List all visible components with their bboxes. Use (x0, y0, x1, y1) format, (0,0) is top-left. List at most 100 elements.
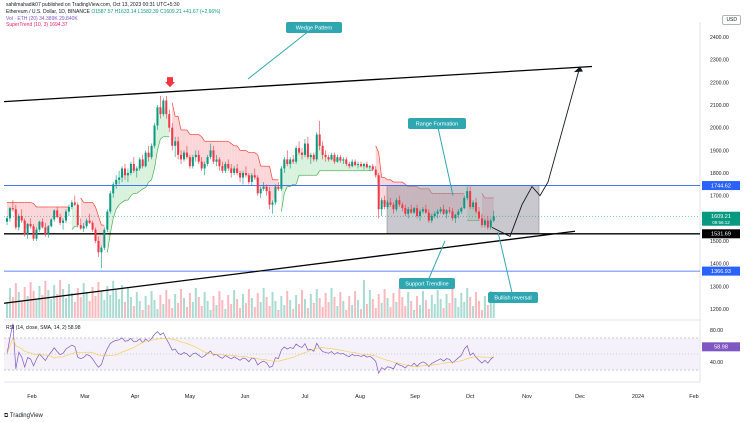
range-formation-callout-pointer (436, 122, 454, 196)
candle-body (8, 208, 11, 219)
supertrend-fill (7, 202, 10, 221)
candle-body (386, 202, 389, 207)
currency-badge[interactable]: USD (722, 15, 741, 25)
candle-body (351, 161, 354, 167)
volume-bar (401, 297, 404, 318)
candle-body (150, 145, 153, 158)
candle-body (67, 206, 70, 212)
supertrend-line (201, 136, 205, 142)
volume-bar (354, 291, 357, 318)
candle-body (448, 210, 451, 212)
candle-body (342, 159, 345, 161)
volume-bar (23, 287, 26, 318)
supertrend-fill (222, 141, 226, 169)
supertrend-fill (381, 177, 385, 205)
supertrend-fill (63, 206, 66, 222)
supertrend-fill (184, 129, 187, 157)
candle-body (112, 184, 115, 194)
candle-body (451, 211, 454, 219)
supertrend-line (112, 209, 117, 219)
candle-body (289, 159, 292, 164)
supertrend-line (33, 203, 37, 208)
candle-body (65, 211, 67, 221)
symbol-line: Ethereum / U.S. Dollar, 1D, BINANCE O158… (6, 9, 220, 16)
supertrend-fill (299, 150, 302, 176)
time-tick-label: Mar (80, 394, 90, 400)
supertrend-fill (361, 165, 364, 171)
time-tick-label: Aug (355, 394, 365, 400)
candle-body (339, 157, 342, 161)
volume-bar (445, 294, 448, 318)
supertrend-line (130, 193, 135, 196)
volume-bar (91, 287, 94, 318)
candle-body (395, 200, 398, 210)
candle-body (401, 204, 404, 209)
candle-body (330, 154, 333, 160)
rsi-value-label: 58.98 (714, 345, 728, 351)
volume-bar (100, 291, 103, 318)
volume-bar (124, 302, 126, 318)
volume-bar (147, 305, 150, 318)
candle-body (162, 100, 165, 115)
candle-body (218, 159, 221, 167)
candle-body (463, 197, 466, 209)
candle-body (336, 157, 339, 162)
volume-bar (371, 299, 374, 318)
bullish-reversal-callout-box (488, 292, 538, 303)
candle-body (365, 163, 368, 168)
volume-bar (138, 301, 141, 318)
candle-body (398, 200, 401, 205)
supertrend-fill (293, 154, 297, 185)
supertrend-fill (181, 129, 184, 158)
candle-body (14, 209, 17, 228)
candle-body (59, 217, 62, 223)
candle-body (371, 166, 374, 170)
volume-bar (209, 310, 212, 318)
volume-bar (97, 282, 100, 318)
candle-body (197, 154, 200, 162)
candle-body (203, 163, 206, 169)
candle-body (76, 204, 79, 226)
supertrend-line (95, 206, 99, 217)
volume-bar (348, 296, 351, 318)
supertrend-line (236, 145, 241, 151)
volume-bar (259, 302, 262, 318)
volume-bar (377, 294, 380, 318)
candle-body (144, 152, 147, 167)
candle-body (168, 114, 171, 128)
candle-body (445, 210, 448, 214)
volume-bar (339, 292, 342, 318)
volume-bar (253, 307, 256, 318)
supertrend-line (115, 204, 120, 210)
candle-body (333, 154, 336, 162)
supertrend-fill (86, 202, 90, 224)
support-trendline-callout-label: Support Trendline (405, 282, 448, 288)
supertrend-fill (127, 168, 131, 201)
candle-body (233, 168, 236, 173)
candle-body (141, 159, 144, 167)
volume-bar (424, 300, 427, 318)
candle-body (6, 218, 8, 222)
candle-body (183, 152, 185, 160)
volume-bar (126, 288, 129, 318)
volume-bar (233, 290, 236, 318)
volume-bar (103, 300, 106, 318)
volume-bar (280, 296, 283, 318)
candle-body (392, 204, 395, 210)
volume-bar (11, 297, 14, 318)
rsi-line (6, 323, 494, 375)
supertrend-fill (225, 141, 229, 168)
supertrend-fill (228, 141, 232, 171)
supertrend-line (71, 226, 76, 230)
volume-bar (327, 302, 330, 318)
candle-body (156, 107, 159, 126)
volume-bar (224, 309, 227, 318)
candle-body (56, 210, 59, 218)
rsi-tick-label: 80.00 (710, 328, 723, 334)
volume-bar (79, 297, 82, 318)
candle-body (354, 161, 357, 166)
candle-body (79, 225, 82, 229)
candle-body (274, 186, 277, 203)
supertrend-fill (248, 152, 252, 179)
